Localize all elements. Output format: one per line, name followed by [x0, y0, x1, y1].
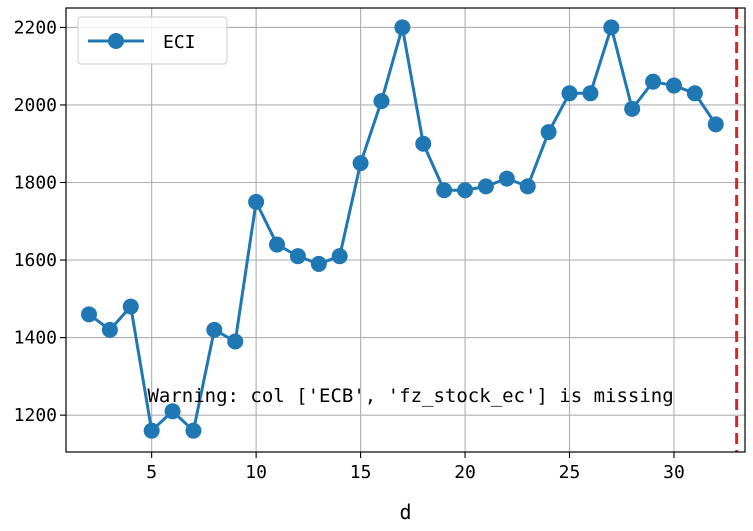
- data-point: [519, 178, 536, 195]
- data-point: [415, 135, 432, 152]
- x-tick-label: 20: [454, 462, 476, 483]
- y-tick-label: 2000: [14, 95, 57, 116]
- data-point: [101, 321, 118, 338]
- series-line-eci: [88, 25, 717, 433]
- data-point: [477, 178, 494, 195]
- data-point: [269, 236, 286, 253]
- data-point: [185, 422, 202, 439]
- data-point: [707, 116, 724, 133]
- series-group: [80, 19, 724, 439]
- data-point: [248, 193, 265, 210]
- plot-frame: [65, 7, 746, 453]
- data-point: [310, 255, 327, 272]
- x-tick-label: 15: [350, 462, 372, 483]
- data-point: [582, 85, 599, 102]
- tick-group: 5 10 15 20 25 30 1200 1400 1600 1800 2000 2200: [14, 17, 685, 483]
- warning-annotation: Warning: col ['ECB', 'fz_stock_ec'] is m…: [147, 385, 673, 407]
- x-tick-label: 10: [245, 462, 267, 483]
- data-point: [373, 93, 390, 110]
- data-point: [80, 306, 97, 323]
- data-point: [436, 182, 453, 199]
- data-point: [352, 155, 369, 172]
- legend-label-eci: ECI: [163, 32, 196, 53]
- data-point: [603, 19, 620, 36]
- data-point: [457, 182, 474, 199]
- x-tick-label: 5: [146, 462, 157, 483]
- data-point: [227, 333, 244, 350]
- data-point: [143, 422, 160, 439]
- data-point: [394, 19, 411, 36]
- data-point: [498, 170, 515, 187]
- data-point: [122, 298, 139, 315]
- y-tick-label: 1800: [14, 172, 57, 193]
- legend: ECI: [77, 16, 228, 65]
- legend-marker-circle: [108, 33, 124, 49]
- data-point: [624, 100, 641, 117]
- y-tick-label: 1600: [14, 250, 57, 271]
- data-point: [645, 73, 662, 90]
- x-axis-label: d: [399, 500, 411, 524]
- data-point: [686, 85, 703, 102]
- data-point: [289, 248, 306, 265]
- data-point: [164, 403, 181, 420]
- data-point: [206, 321, 223, 338]
- data-point: [540, 124, 557, 141]
- x-tick-label: 30: [663, 462, 685, 483]
- data-point: [561, 85, 578, 102]
- y-tick-label: 2200: [14, 17, 57, 38]
- y-tick-label: 1200: [14, 405, 57, 426]
- legend-box: [77, 16, 228, 65]
- y-tick-label: 1400: [14, 328, 57, 349]
- x-tick-label: 25: [559, 462, 581, 483]
- data-point: [665, 77, 682, 94]
- data-point: [331, 248, 348, 265]
